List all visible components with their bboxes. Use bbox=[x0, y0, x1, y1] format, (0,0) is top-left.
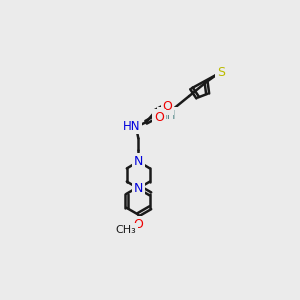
Text: O: O bbox=[134, 218, 143, 231]
Text: O: O bbox=[154, 111, 164, 124]
Text: N: N bbox=[134, 182, 143, 195]
Text: S: S bbox=[217, 67, 225, 80]
Text: N: N bbox=[134, 155, 143, 168]
Text: HN: HN bbox=[123, 120, 140, 133]
Text: O: O bbox=[163, 100, 172, 113]
Text: NH: NH bbox=[159, 109, 176, 122]
Text: CH₃: CH₃ bbox=[116, 225, 136, 235]
